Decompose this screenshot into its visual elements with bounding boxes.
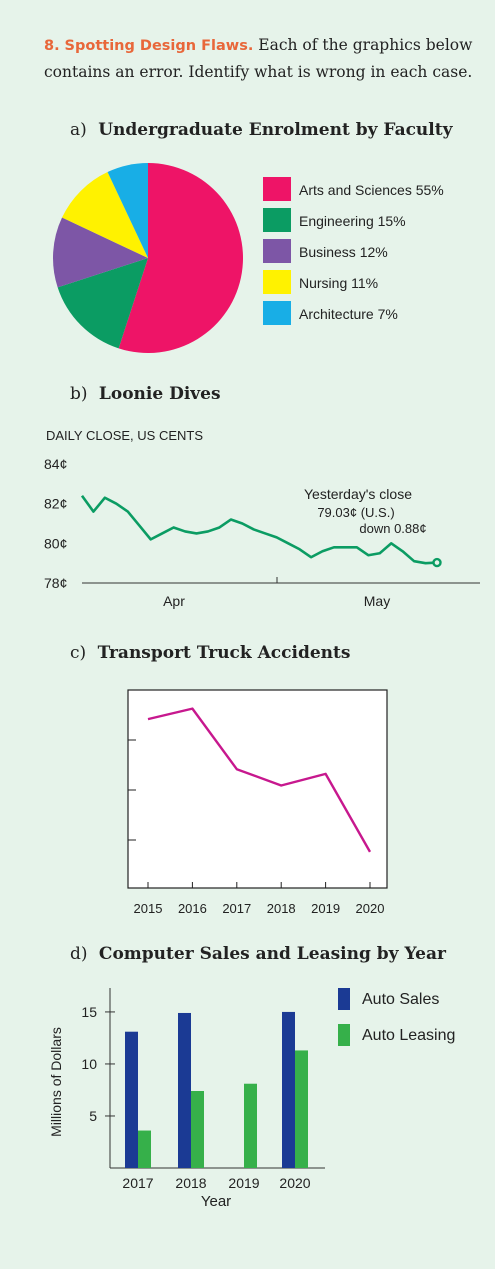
chart-d-title: Computer Sales and Leasing by Year [98,944,446,964]
loonie-last-point [432,557,442,568]
bars-y-tick-1: 10 [81,1056,97,1072]
pie-slice-3 [62,172,149,258]
loonie-annotation-line3: down 0.88¢ [359,521,426,536]
chart-b-heading: b) Loonie Dives [70,384,221,404]
loonie-annotation-line1: Yesterday's close [304,486,412,502]
truck-plot-frame [127,689,388,889]
bars-x-tick-0: 2017 [122,1175,153,1191]
loonie-line-chart: DAILY CLOSE, US CENTS 84¢ 82¢ 80¢ 78¢ Apr May Y… [44,428,480,609]
loonie-x-tick-1: May [364,593,390,609]
bar-1-2 [244,1083,257,1168]
truck-series-line [147,707,372,853]
pie-slice-1 [57,258,149,349]
chart-a-letter: a) [70,120,87,140]
legend-label-0: Arts and Sciences 55% [299,182,444,198]
legend-label-2: Business 12% [299,244,388,260]
truck-x-tick-1: 2016 [178,901,207,916]
loonie-y-tick-3: 78¢ [44,575,67,591]
legend-swatch-2 [263,239,291,263]
loonie-y-tick-0: 84¢ [44,456,67,472]
loonie-annotation-line2: 79.03¢ (U.S.) [317,505,394,520]
bars-legend-label-0: Auto Sales [362,991,439,1008]
chart-b-title: Loonie Dives [98,384,221,404]
pie-slice-2 [52,217,148,288]
question-text: Each of the graphics below contains an e… [44,36,473,81]
bars-x-tick-1: 2018 [175,1175,206,1191]
loonie-y-tick-2: 80¢ [44,535,67,551]
legend-label-3: Nursing 11% [299,275,378,291]
truck-x-tick-4: 2019 [311,901,340,916]
chart-d-letter: d) [70,944,88,964]
question-title: Spotting Design Flaws. [64,38,254,54]
truck-accidents-chart: 2015 2016 2017 2018 2019 2020 [127,689,388,916]
legend-label-4: Architecture 7% [299,306,398,322]
bar-1-3 [295,1050,308,1168]
bar-1-0 [138,1130,151,1168]
bar-0-1 [178,1012,191,1168]
chart-a-heading: a) Undergraduate Enrolment by Faculty [70,120,452,140]
bars-y-tick-0: 15 [81,1004,97,1020]
chart-c-letter: c) [70,643,87,663]
question-header: 8. Spotting Design Flaws. Each of the gr… [44,32,480,85]
bars-legend-swatch-0 [338,988,350,1010]
legend-swatch-1 [263,208,291,232]
bars-x-tick-3: 2020 [279,1175,310,1191]
pie-chart: Arts and Sciences 55% Engineering 15% Busi… [52,163,444,353]
chart-c-title: Transport Truck Accidents [97,643,351,663]
sales-leasing-bar-chart: 15 10 5 Millions of Dollars 2017 2018 2019 2020… [48,988,455,1210]
bar-0-0 [125,1031,138,1168]
loonie-series-line [80,494,438,565]
legend-label-1: Engineering 15% [299,213,406,229]
chart-d-heading: d) Computer Sales and Leasing by Year [70,944,446,964]
bars-legend-label-1: Auto Leasing [362,1027,455,1044]
loonie-x-tick-0: Apr [163,593,185,609]
truck-x-tick-2: 2017 [222,901,251,916]
bars-x-tick-2: 2019 [228,1175,259,1191]
pie-slice-0 [118,163,243,353]
bars-x-label: Year [201,1193,231,1210]
chart-a-title: Undergraduate Enrolment by Faculty [98,120,453,140]
bars-y-tick-2: 5 [89,1108,97,1124]
legend-swatch-3 [263,270,291,294]
bar-1-1 [191,1091,204,1168]
loonie-y-tick-1: 82¢ [44,496,67,512]
chart-b-letter: b) [70,384,88,404]
truck-x-tick-5: 2020 [356,901,385,916]
question-number: 8. [44,38,60,54]
chart-c-heading: c) Transport Truck Accidents [70,643,350,663]
legend-swatch-0 [263,177,291,201]
pie-slice-4 [107,163,148,258]
legend-swatch-4 [263,301,291,325]
bar-0-3 [282,1011,295,1168]
truck-x-tick-0: 2015 [134,901,163,916]
loonie-subtitle: DAILY CLOSE, US CENTS [46,428,203,443]
bars-legend-swatch-1 [338,1024,350,1046]
bars-y-label: Millions of Dollars [48,1027,64,1137]
truck-x-tick-3: 2018 [267,901,296,916]
